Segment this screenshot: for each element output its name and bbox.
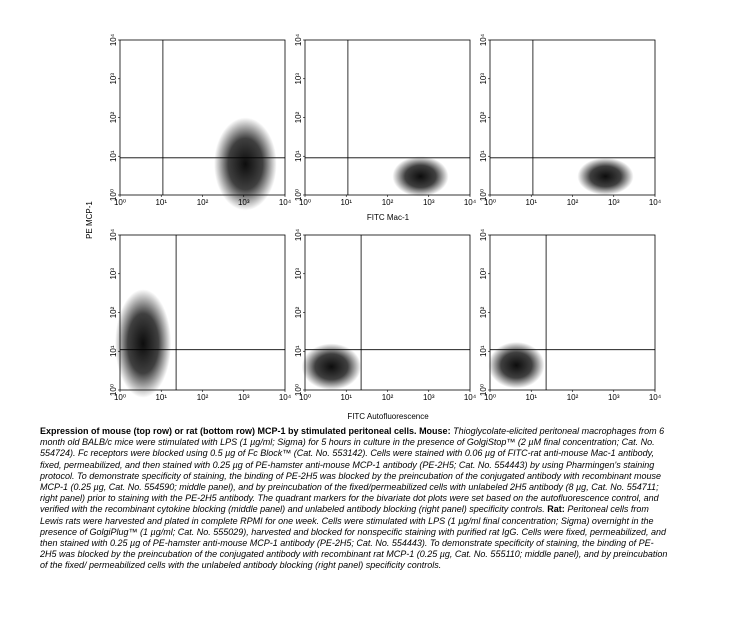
y-tick-label: 10¹ [294, 345, 303, 357]
y-tick-label: 10² [479, 111, 488, 123]
y-tick-label: 10⁰ [109, 384, 118, 396]
x-tick-label: 10¹ [155, 198, 167, 207]
y-tick-label: 10³ [479, 268, 488, 280]
y-tick-label: 10⁰ [109, 189, 118, 201]
y-tick-label: 10¹ [294, 150, 303, 162]
x-tick-label: 10⁰ [484, 393, 496, 402]
caption-label: Mouse: [419, 426, 451, 436]
dot-cloud [392, 156, 449, 197]
x-tick-label: 10² [197, 198, 209, 207]
y-tick-label: 10³ [294, 268, 303, 280]
x-tick-label: 10³ [423, 393, 435, 402]
y-tick-label: 10² [109, 111, 118, 123]
y-tick-label: 10⁴ [294, 33, 303, 46]
y-tick-label: 10² [294, 306, 303, 318]
x-tick-label: 10² [197, 393, 209, 402]
dot-cloud [214, 117, 277, 211]
x-tick-label: 10¹ [155, 393, 167, 402]
y-tick-label: 10¹ [109, 345, 118, 357]
y-tick-label: 10² [109, 306, 118, 318]
y-tick-label: 10² [294, 111, 303, 123]
x-tick-label: 10¹ [525, 393, 537, 402]
y-tick-label: 10² [479, 306, 488, 318]
x-tick-label: 10⁴ [649, 393, 662, 402]
y-tick-label: 10¹ [109, 150, 118, 162]
y-tick-label: 10⁰ [294, 384, 303, 396]
y-tick-label: 10⁰ [294, 189, 303, 201]
figure: PE MCP-1 FITC Mac-1 FITC Autofluorescenc… [85, 33, 662, 421]
caption: Expression of mouse (top row) or rat (bo… [40, 426, 668, 572]
y-axis-label: PE MCP-1 [85, 201, 94, 239]
y-tick-label: 10⁰ [479, 384, 488, 396]
x-tick-label: 10¹ [525, 198, 537, 207]
x-tick-label: 10⁰ [114, 393, 126, 402]
x-tick-label: 10⁰ [114, 198, 126, 207]
y-tick-label: 10⁰ [479, 189, 488, 201]
caption-label: Rat: [547, 504, 565, 515]
y-tick-label: 10⁴ [109, 228, 118, 241]
x-tick-label: 10⁴ [279, 198, 292, 207]
x-tick-label: 10⁴ [279, 393, 292, 402]
x-tick-label: 10³ [608, 198, 620, 207]
x-tick-label: 10⁴ [464, 198, 477, 207]
x-tick-label: 10² [382, 393, 394, 402]
y-tick-label: 10⁴ [109, 33, 118, 46]
x-axis-label: FITC Mac-1 [367, 213, 410, 222]
dot-cloud [577, 157, 634, 195]
caption-text: Peritoneal cells from Lewis rats were ha… [40, 504, 668, 571]
caption-title: Expression of mouse (top row) or rat (bo… [40, 426, 417, 436]
x-tick-label: 10¹ [340, 393, 352, 402]
x-tick-label: 10³ [423, 198, 435, 207]
y-tick-label: 10⁴ [479, 228, 488, 241]
x-tick-label: 10² [382, 198, 394, 207]
dot-cloud [301, 343, 362, 390]
y-tick-label: 10³ [479, 73, 488, 85]
y-tick-label: 10¹ [479, 150, 488, 162]
x-tick-label: 10² [567, 198, 579, 207]
y-tick-label: 10³ [109, 268, 118, 280]
x-tick-label: 10¹ [340, 198, 352, 207]
y-tick-label: 10⁴ [479, 33, 488, 46]
x-tick-label: 10² [567, 393, 579, 402]
y-tick-label: 10¹ [479, 345, 488, 357]
x-tick-label: 10⁴ [464, 393, 477, 402]
x-axis-label: FITC Autofluorescence [347, 412, 429, 421]
x-tick-label: 10⁰ [299, 198, 311, 207]
x-tick-label: 10³ [608, 393, 620, 402]
x-tick-label: 10³ [238, 393, 250, 402]
x-tick-label: 10⁰ [484, 198, 496, 207]
x-tick-label: 10⁴ [649, 198, 662, 207]
y-tick-label: 10⁴ [294, 228, 303, 241]
x-tick-label: 10³ [238, 198, 250, 207]
y-tick-label: 10³ [109, 73, 118, 85]
x-tick-label: 10⁰ [299, 393, 311, 402]
y-tick-label: 10³ [294, 73, 303, 85]
dot-cloud [115, 289, 172, 398]
caption-text: Thioglycolate-elicited peritoneal macrop… [40, 426, 665, 515]
dot-cloud [488, 341, 545, 389]
